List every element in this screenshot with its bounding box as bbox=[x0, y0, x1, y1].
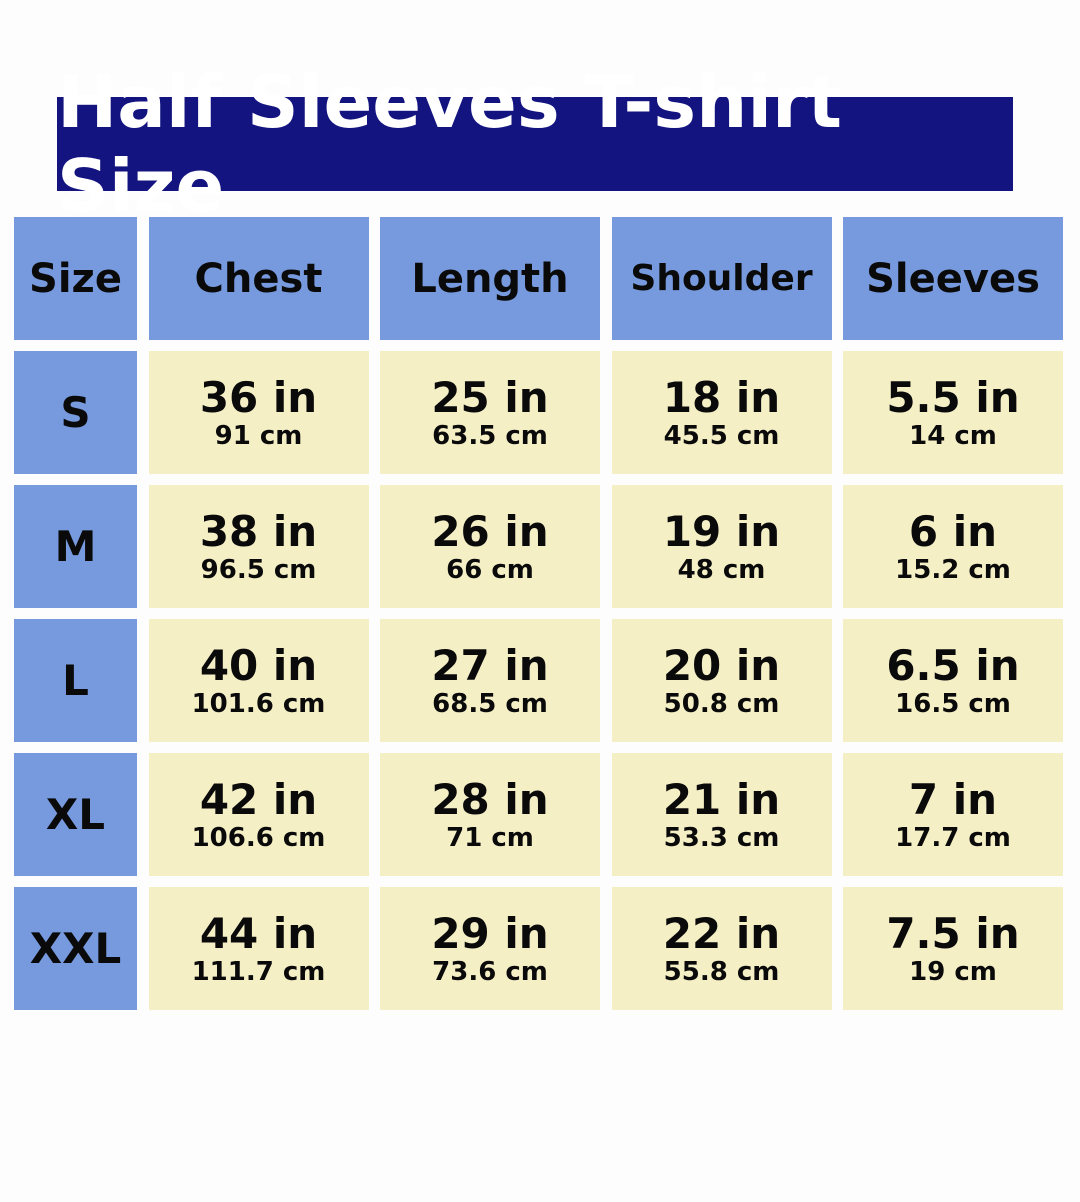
cm-value: 50.8 cm bbox=[663, 688, 780, 719]
column-header-chest: Chest bbox=[148, 217, 369, 340]
cm-value: 14 cm bbox=[909, 420, 997, 451]
measurement-cell-sleeves: 5.5 in 14 cm bbox=[843, 351, 1063, 474]
measurement-cell-shoulder: 18 in 45.5 cm bbox=[611, 351, 832, 474]
cm-value: 16.5 cm bbox=[895, 688, 1011, 719]
measurement-cell-shoulder: 20 in 50.8 cm bbox=[611, 619, 832, 742]
inches-value: 21 in bbox=[662, 774, 781, 824]
size-table: Size Chest Length Shoulder Sleeves S 36 in 91 c… bbox=[14, 217, 1063, 1010]
cm-value: 15.2 cm bbox=[895, 554, 1011, 585]
measurement-cell-sleeves: 7.5 in 19 cm bbox=[843, 887, 1063, 1010]
inches-value: 7.5 in bbox=[886, 908, 1020, 958]
inches-value: 44 in bbox=[199, 908, 318, 958]
measurement-cell-sleeves: 6.5 in 16.5 cm bbox=[843, 619, 1063, 742]
measurement-cell-chest: 42 in 106.6 cm bbox=[148, 753, 369, 876]
cm-value: 19 cm bbox=[909, 956, 997, 987]
size-label: S bbox=[14, 351, 137, 474]
size-label: M bbox=[14, 485, 137, 608]
inches-value: 36 in bbox=[199, 372, 318, 422]
page-title: Half Sleeves T-shirt Size bbox=[57, 60, 1013, 228]
cm-value: 96.5 cm bbox=[200, 554, 317, 585]
cm-value: 68.5 cm bbox=[432, 688, 548, 719]
cm-value: 17.7 cm bbox=[895, 822, 1011, 853]
inches-value: 7 in bbox=[908, 774, 998, 824]
measurement-cell-length: 28 in 71 cm bbox=[380, 753, 600, 876]
column-header-length: Length bbox=[380, 217, 600, 340]
column-header-sleeves: Sleeves bbox=[843, 217, 1063, 340]
inches-value: 29 in bbox=[431, 908, 549, 958]
cm-value: 101.6 cm bbox=[191, 688, 326, 719]
cm-value: 45.5 cm bbox=[663, 420, 780, 451]
measurement-cell-length: 25 in 63.5 cm bbox=[380, 351, 600, 474]
cm-value: 53.3 cm bbox=[663, 822, 780, 853]
measurement-cell-shoulder: 22 in 55.8 cm bbox=[611, 887, 832, 1010]
inches-value: 6.5 in bbox=[886, 640, 1020, 690]
cm-value: 91 cm bbox=[214, 420, 303, 451]
inches-value: 25 in bbox=[431, 372, 549, 422]
inches-value: 27 in bbox=[431, 640, 549, 690]
measurement-cell-length: 27 in 68.5 cm bbox=[380, 619, 600, 742]
measurement-cell-shoulder: 19 in 48 cm bbox=[611, 485, 832, 608]
cm-value: 63.5 cm bbox=[432, 420, 548, 451]
cm-value: 48 cm bbox=[677, 554, 766, 585]
cm-value: 111.7 cm bbox=[191, 956, 326, 987]
cm-value: 106.6 cm bbox=[191, 822, 326, 853]
inches-value: 18 in bbox=[662, 372, 781, 422]
measurement-cell-chest: 44 in 111.7 cm bbox=[148, 887, 369, 1010]
size-label: XXL bbox=[14, 887, 137, 1010]
measurement-cell-length: 26 in 66 cm bbox=[380, 485, 600, 608]
inches-value: 22 in bbox=[662, 908, 781, 958]
cm-value: 71 cm bbox=[446, 822, 534, 853]
column-header-size: Size bbox=[14, 217, 137, 340]
cm-value: 66 cm bbox=[446, 554, 534, 585]
measurement-cell-shoulder: 21 in 53.3 cm bbox=[611, 753, 832, 876]
measurement-cell-length: 29 in 73.6 cm bbox=[380, 887, 600, 1010]
inches-value: 6 in bbox=[908, 506, 998, 556]
cm-value: 55.8 cm bbox=[663, 956, 780, 987]
inches-value: 28 in bbox=[431, 774, 549, 824]
measurement-cell-chest: 38 in 96.5 cm bbox=[148, 485, 369, 608]
measurement-cell-chest: 36 in 91 cm bbox=[148, 351, 369, 474]
inches-value: 5.5 in bbox=[886, 372, 1020, 422]
measurement-cell-sleeves: 6 in 15.2 cm bbox=[843, 485, 1063, 608]
inches-value: 26 in bbox=[431, 506, 549, 556]
inches-value: 20 in bbox=[662, 640, 781, 690]
inches-value: 42 in bbox=[199, 774, 318, 824]
inches-value: 38 in bbox=[199, 506, 318, 556]
inches-value: 19 in bbox=[662, 506, 781, 556]
cm-value: 73.6 cm bbox=[432, 956, 548, 987]
measurement-cell-chest: 40 in 101.6 cm bbox=[148, 619, 369, 742]
inches-value: 40 in bbox=[199, 640, 318, 690]
size-label: XL bbox=[14, 753, 137, 876]
measurement-cell-sleeves: 7 in 17.7 cm bbox=[843, 753, 1063, 876]
size-label: L bbox=[14, 619, 137, 742]
column-header-shoulder: Shoulder bbox=[611, 217, 832, 340]
